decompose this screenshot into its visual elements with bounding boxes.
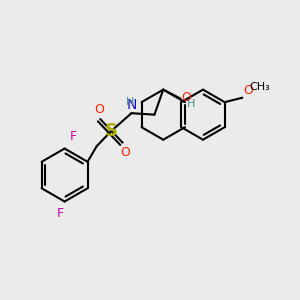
Text: F: F [70,130,77,143]
Text: O: O [120,146,130,159]
Text: O: O [181,91,191,104]
Text: S: S [105,122,118,140]
Text: CH₃: CH₃ [249,82,270,92]
Text: O: O [243,84,253,97]
Text: H: H [126,97,134,107]
Text: F: F [57,207,64,220]
Text: O: O [94,103,104,116]
Text: H: H [187,99,195,109]
Text: N: N [126,98,136,112]
